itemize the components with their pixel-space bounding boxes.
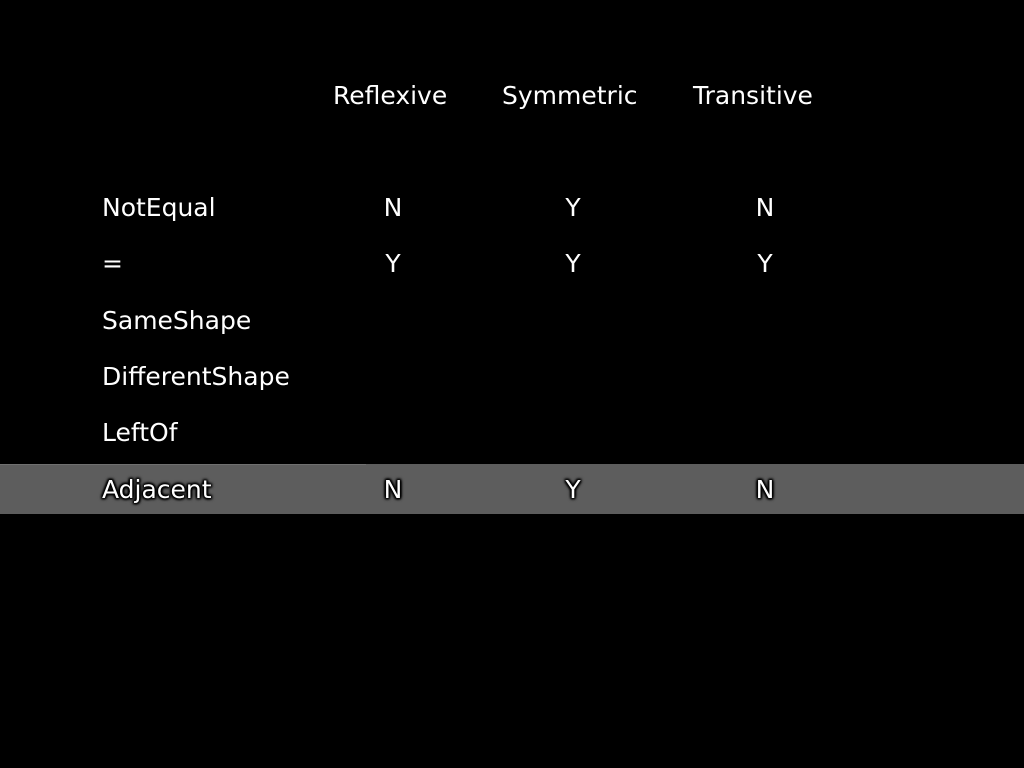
row-label-leftof: LeftOf: [102, 418, 178, 447]
cell-adjacent-symmetric: Y: [565, 475, 581, 504]
cell-notequal-transitive: N: [755, 193, 775, 222]
cell-notequal-reflexive: N: [383, 193, 403, 222]
column-header-transitive: Transitive: [693, 81, 813, 110]
column-header-reflexive: Reflexive: [333, 81, 448, 110]
row-label-sameshape: SameShape: [102, 306, 252, 335]
cell-notequal-symmetric: Y: [565, 193, 581, 222]
row-label-equals: =: [102, 249, 123, 278]
cell-equals-transitive: Y: [757, 249, 773, 278]
highlighted-row-band: [0, 464, 1024, 514]
row-label-adjacent: Adjacent: [102, 475, 212, 504]
row-label-notequal: NotEqual: [102, 193, 216, 222]
cell-adjacent-reflexive: N: [383, 475, 403, 504]
row-label-differentshape: DifferentShape: [102, 362, 290, 391]
column-header-symmetric: Symmetric: [502, 81, 638, 110]
cell-equals-symmetric: Y: [565, 249, 581, 278]
cell-adjacent-transitive: N: [755, 475, 775, 504]
cell-equals-reflexive: Y: [385, 249, 401, 278]
